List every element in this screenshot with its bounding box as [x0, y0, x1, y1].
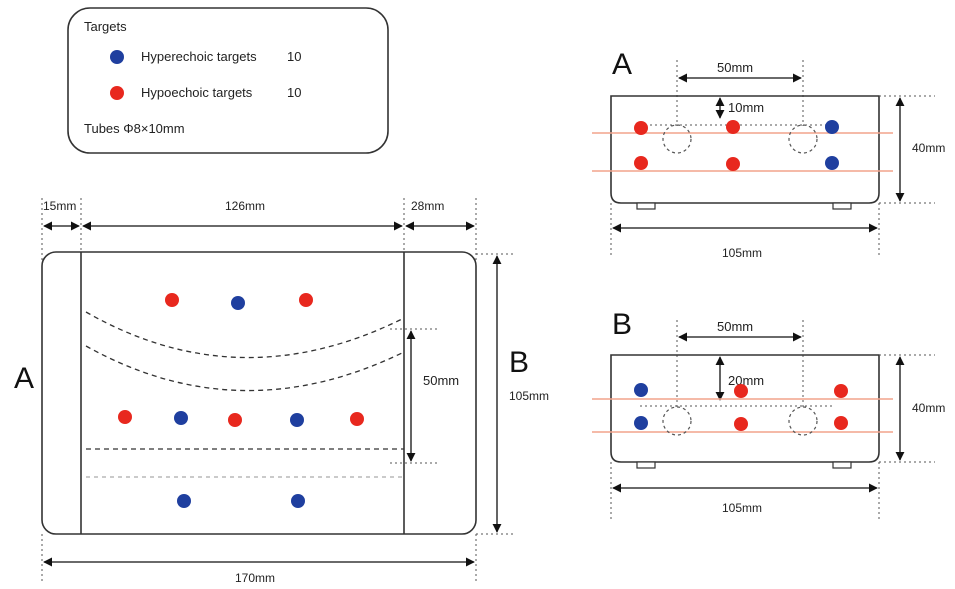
hyperechoic-target [825, 156, 839, 170]
hyperechoic-count: 10 [287, 49, 301, 64]
label-b: B [509, 346, 529, 379]
section-a: A 50mm 10mm 40mm [592, 48, 945, 260]
hyperechoic-target [291, 494, 305, 508]
hyperechoic-marker [110, 50, 124, 64]
hyperechoic-target [825, 120, 839, 134]
section-a-depth-label: 10mm [728, 100, 764, 115]
section-b-tube [662, 406, 692, 436]
dim-middle-label: 126mm [225, 199, 265, 213]
section-a-tube [662, 124, 692, 154]
legend: Targets Hyperechoic targets 10 Hypoechoi… [67, 7, 389, 154]
dim-left-label: 15mm [43, 199, 76, 213]
hypoechoic-target [726, 120, 740, 134]
hyperechoic-target [634, 416, 648, 430]
phantom-body [41, 251, 477, 535]
hypoechoic-target [299, 293, 313, 307]
label-a: A [14, 362, 34, 395]
hypoechoic-target [228, 413, 242, 427]
legend-box [67, 7, 389, 154]
hyperechoic-target [177, 494, 191, 508]
section-a-spacing-label: 50mm [717, 60, 753, 75]
hypoechoic-target [726, 157, 740, 171]
section-a-foot [636, 202, 656, 210]
section-b-spacing-label: 50mm [717, 319, 753, 334]
hyperechoic-target [290, 413, 304, 427]
hypoechoic-target [165, 293, 179, 307]
dim-width-label: 170mm [235, 571, 275, 585]
legend-title: Targets [84, 19, 127, 34]
hypoechoic-target [634, 121, 648, 135]
hypoechoic-marker [110, 86, 124, 100]
dim-height-label: 105mm [509, 389, 549, 403]
hyperechoic-target [231, 296, 245, 310]
curved-channel-top [85, 311, 405, 359]
section-a-label: A [612, 48, 632, 81]
hypoechoic-target [834, 416, 848, 430]
top-view-targets [118, 293, 364, 508]
hyperechoic-target [634, 383, 648, 397]
section-a-height-label: 40mm [912, 141, 945, 155]
dim-right-label: 28mm [411, 199, 444, 213]
section-b-body [610, 354, 880, 463]
hypoechoic-count: 10 [287, 85, 301, 100]
section-a-width-label: 105mm [722, 246, 762, 260]
curved-channel-bottom [85, 345, 405, 392]
section-b-label: B [612, 308, 632, 341]
section-b-tube [788, 406, 818, 436]
hypoechoic-label: Hypoechoic targets [141, 85, 253, 100]
section-b-foot [636, 461, 656, 469]
section-b: B 50mm 20mm 40mm [592, 308, 945, 520]
section-b-foot [832, 461, 852, 469]
hyperechoic-label: Hyperechoic targets [141, 49, 257, 64]
hypoechoic-target [118, 410, 132, 424]
section-b-width-label: 105mm [722, 501, 762, 515]
tubes-spec: Tubes Φ8×10mm [84, 121, 185, 136]
section-a-tube [788, 124, 818, 154]
section-b-height-label: 40mm [912, 401, 945, 415]
dim-band-label: 50mm [423, 373, 459, 388]
section-a-foot [832, 202, 852, 210]
section-b-depth-label: 20mm [728, 373, 764, 388]
hypoechoic-target [734, 417, 748, 431]
hyperechoic-target [174, 411, 188, 425]
section-a-body [610, 95, 880, 204]
hypoechoic-target [350, 412, 364, 426]
hypoechoic-target [734, 384, 748, 398]
hypoechoic-target [634, 156, 648, 170]
top-view: 15mm 126mm 28mm 50mm [14, 198, 549, 585]
hypoechoic-target [834, 384, 848, 398]
